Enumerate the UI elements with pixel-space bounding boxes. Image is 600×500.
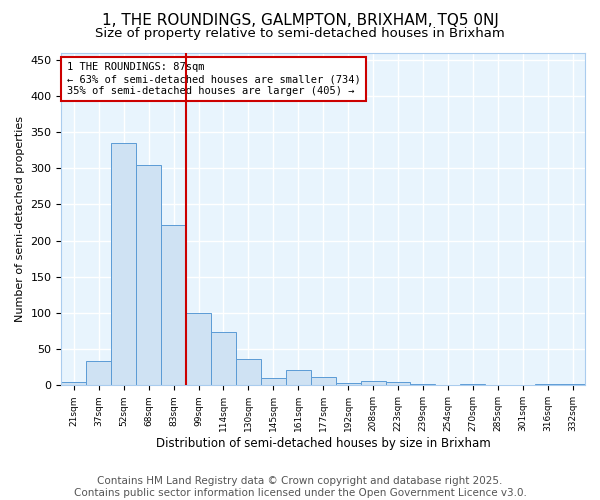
Text: Size of property relative to semi-detached houses in Brixham: Size of property relative to semi-detach… <box>95 28 505 40</box>
Bar <box>510 384 535 386</box>
Bar <box>535 384 560 386</box>
Bar <box>560 384 585 386</box>
Bar <box>211 332 236 386</box>
Bar <box>161 224 186 386</box>
Bar <box>286 370 311 386</box>
Text: 1, THE ROUNDINGS, GALMPTON, BRIXHAM, TQ5 0NJ: 1, THE ROUNDINGS, GALMPTON, BRIXHAM, TQ5… <box>101 12 499 28</box>
Bar <box>111 143 136 386</box>
Bar <box>186 313 211 386</box>
Bar <box>86 362 111 386</box>
Y-axis label: Number of semi-detached properties: Number of semi-detached properties <box>15 116 25 322</box>
Bar <box>311 378 335 386</box>
Bar <box>410 384 436 386</box>
Bar <box>136 164 161 386</box>
Bar <box>485 384 510 386</box>
Text: Contains HM Land Registry data © Crown copyright and database right 2025.
Contai: Contains HM Land Registry data © Crown c… <box>74 476 526 498</box>
Text: 1 THE ROUNDINGS: 87sqm
← 63% of semi-detached houses are smaller (734)
35% of se: 1 THE ROUNDINGS: 87sqm ← 63% of semi-det… <box>67 62 361 96</box>
Bar <box>335 383 361 386</box>
X-axis label: Distribution of semi-detached houses by size in Brixham: Distribution of semi-detached houses by … <box>156 437 491 450</box>
Bar <box>261 378 286 386</box>
Bar <box>361 381 386 386</box>
Bar <box>61 382 86 386</box>
Bar <box>460 384 485 386</box>
Bar <box>236 358 261 386</box>
Bar <box>386 382 410 386</box>
